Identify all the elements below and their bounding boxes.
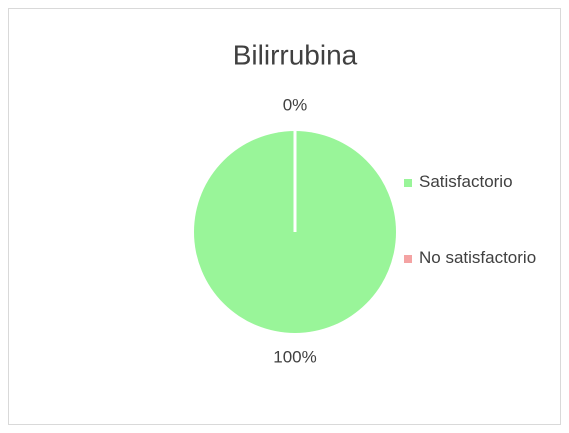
legend-item: No satisfactorio xyxy=(404,247,554,269)
data-label: 0% xyxy=(283,95,308,114)
legend-item: Satisfactorio xyxy=(404,171,554,193)
chart-title: Bilirrubina xyxy=(233,39,358,70)
legend-label: Satisfactorio xyxy=(419,172,513,191)
legend-swatch xyxy=(404,179,412,187)
legend-swatch xyxy=(404,255,412,263)
data-label: 100% xyxy=(273,347,316,366)
legend-label: No satisfactorio xyxy=(419,248,537,267)
